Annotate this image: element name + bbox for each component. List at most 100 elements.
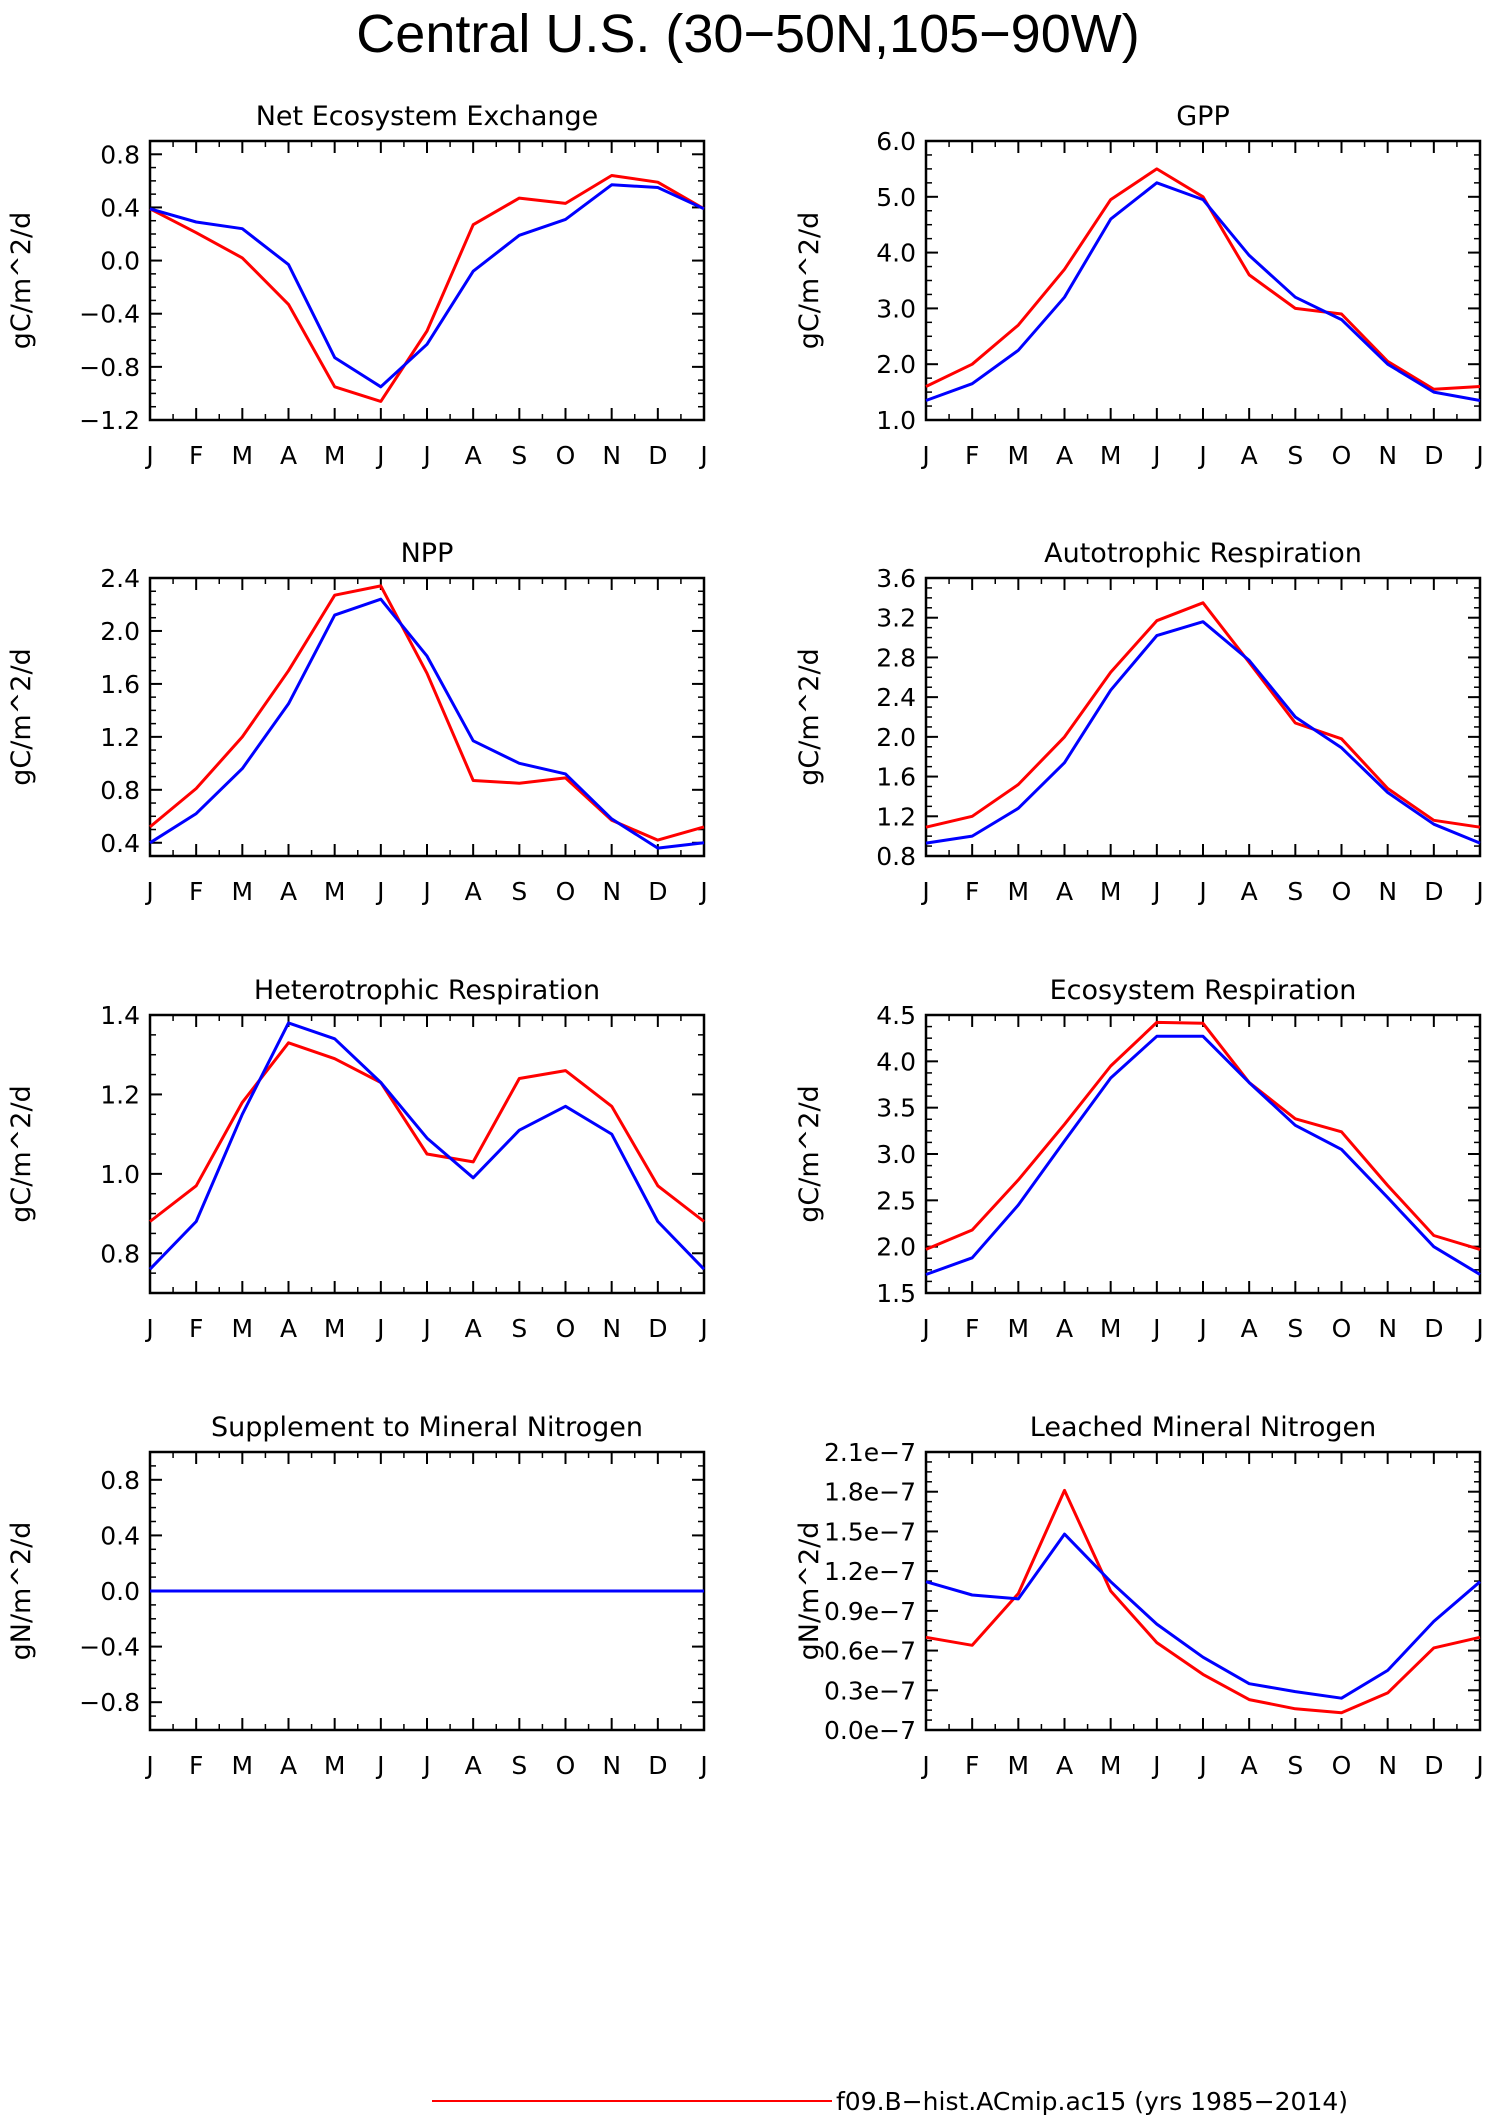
x-tick-label: D	[1424, 441, 1443, 470]
x-tick-label: J	[1151, 1314, 1160, 1343]
x-tick-label: A	[465, 877, 482, 906]
chart-panel-3: J F M A M J J A S O N D J0.40.81.21.62.02.4NPPgC/m^2…	[6, 538, 708, 906]
figure-title: Central U.S. (30−50N,105−90W)	[356, 4, 1139, 64]
x-tick-label: J	[1197, 877, 1206, 906]
x-tick-label: M	[232, 877, 254, 906]
y-tick-label: −0.4	[79, 300, 140, 329]
panel-title: Ecosystem Respiration	[1050, 975, 1357, 1006]
x-tick-label: J	[421, 1751, 430, 1780]
plot-frame	[148, 576, 706, 858]
x-tick-label: F	[189, 1314, 203, 1343]
y-tick-label: 3.0	[876, 294, 916, 323]
plot-frame	[924, 1450, 1482, 1732]
x-tick-label: A	[1056, 1751, 1073, 1780]
y-tick-label: 1.2e−7	[824, 1557, 916, 1586]
x-tick-label: S	[1287, 877, 1303, 906]
x-tick-label: N	[602, 1314, 621, 1343]
y-tick-label: 2.4	[876, 683, 916, 712]
x-tick-label: M	[1100, 441, 1122, 470]
x-tick-label: J	[1197, 441, 1206, 470]
x-tick-label: S	[1287, 1314, 1303, 1343]
x-tick-label: M	[232, 441, 254, 470]
plot-frame	[924, 139, 1482, 422]
series-line-red	[149, 174, 705, 403]
y-tick-label: 3.6	[876, 564, 916, 593]
x-tick-label: J	[920, 441, 929, 470]
x-tick-label: J	[920, 877, 929, 906]
x-tick-label: M	[1100, 1751, 1122, 1780]
x-tick-label: J	[375, 1314, 384, 1343]
y-tick-label: 4.0	[876, 1047, 916, 1076]
x-tick-label: M	[1008, 441, 1030, 470]
y-tick-label: 4.0	[876, 239, 916, 268]
x-tick-label: M	[324, 441, 346, 470]
x-tick-label: A	[1241, 1314, 1258, 1343]
x-tick-label: F	[189, 441, 203, 470]
x-tick-label: J	[1474, 877, 1483, 906]
x-tick-label: J	[1197, 1314, 1206, 1343]
x-tick-label: J	[1474, 441, 1483, 470]
y-tick-label: 1.8e−7	[824, 1478, 916, 1507]
panel-title: Net Ecosystem Exchange	[256, 101, 599, 132]
y-tick-label: 4.5	[876, 1001, 916, 1030]
y-tick-label: −0.4	[79, 1633, 140, 1662]
series-line-blue	[925, 1532, 1481, 1700]
y-tick-label: 1.2	[100, 1080, 140, 1109]
y-tick-label: 0.0e−7	[824, 1716, 916, 1745]
series-line-blue	[149, 183, 705, 389]
x-tick-label: M	[324, 1314, 346, 1343]
x-tick-label: A	[465, 1314, 482, 1343]
x-tick-label: J	[698, 877, 707, 906]
x-tick-label: A	[280, 1751, 297, 1780]
x-tick-label: D	[648, 877, 667, 906]
chart-panel-8: J F M A M J J A S O N D J0.0e−70.3e−70.6e−70.9e−71.2…	[794, 1412, 1484, 1780]
x-tick-label: D	[1424, 877, 1443, 906]
x-tick-label: J	[375, 877, 384, 906]
x-tick-label: M	[324, 1751, 346, 1780]
series-line-red	[925, 1020, 1481, 1251]
x-tick-label: J	[698, 1751, 707, 1780]
y-tick-label: −0.8	[79, 1688, 140, 1717]
x-tick-label: F	[965, 1751, 979, 1780]
x-tick-label: S	[1287, 1751, 1303, 1780]
y-tick-label: 0.9e−7	[824, 1597, 916, 1626]
x-tick-label: J	[1151, 1751, 1160, 1780]
y-tick-label: 2.4	[100, 564, 140, 593]
y-tick-label: 1.6	[876, 763, 916, 792]
x-tick-label: D	[1424, 1314, 1443, 1343]
x-tick-label: N	[602, 877, 621, 906]
x-tick-label: F	[965, 441, 979, 470]
y-axis-label: gC/m^2/d	[6, 212, 37, 349]
x-tick-label: A	[465, 441, 482, 470]
x-tick-label: D	[1424, 1751, 1443, 1780]
y-tick-label: 2.0	[100, 617, 140, 646]
x-tick-label: A	[280, 1314, 297, 1343]
x-tick-label: A	[1241, 877, 1258, 906]
x-tick-label: A	[1241, 441, 1258, 470]
x-tick-label: N	[602, 1751, 621, 1780]
y-tick-label: 1.0	[876, 406, 916, 435]
y-tick-label: 1.2	[100, 723, 140, 752]
y-tick-label: 0.4	[100, 193, 140, 222]
x-tick-label: S	[1287, 441, 1303, 470]
x-tick-label: M	[232, 1314, 254, 1343]
x-tick-label: O	[556, 1314, 576, 1343]
x-tick-label: J	[1151, 441, 1160, 470]
x-tick-label: A	[1056, 877, 1073, 906]
x-tick-label: J	[1474, 1314, 1483, 1343]
x-tick-label: O	[556, 1751, 576, 1780]
x-tick-label: J	[375, 441, 384, 470]
x-tick-label: N	[1378, 877, 1397, 906]
series-line-red	[925, 1488, 1481, 1715]
x-tick-label: M	[232, 1751, 254, 1780]
x-tick-label: J	[1197, 1751, 1206, 1780]
y-axis-label: gC/m^2/d	[6, 1085, 37, 1222]
x-tick-label: A	[280, 877, 297, 906]
x-tick-label: J	[698, 1314, 707, 1343]
y-tick-label: 0.4	[100, 1521, 140, 1550]
x-tick-label: M	[324, 877, 346, 906]
y-tick-label: −1.2	[79, 406, 140, 435]
